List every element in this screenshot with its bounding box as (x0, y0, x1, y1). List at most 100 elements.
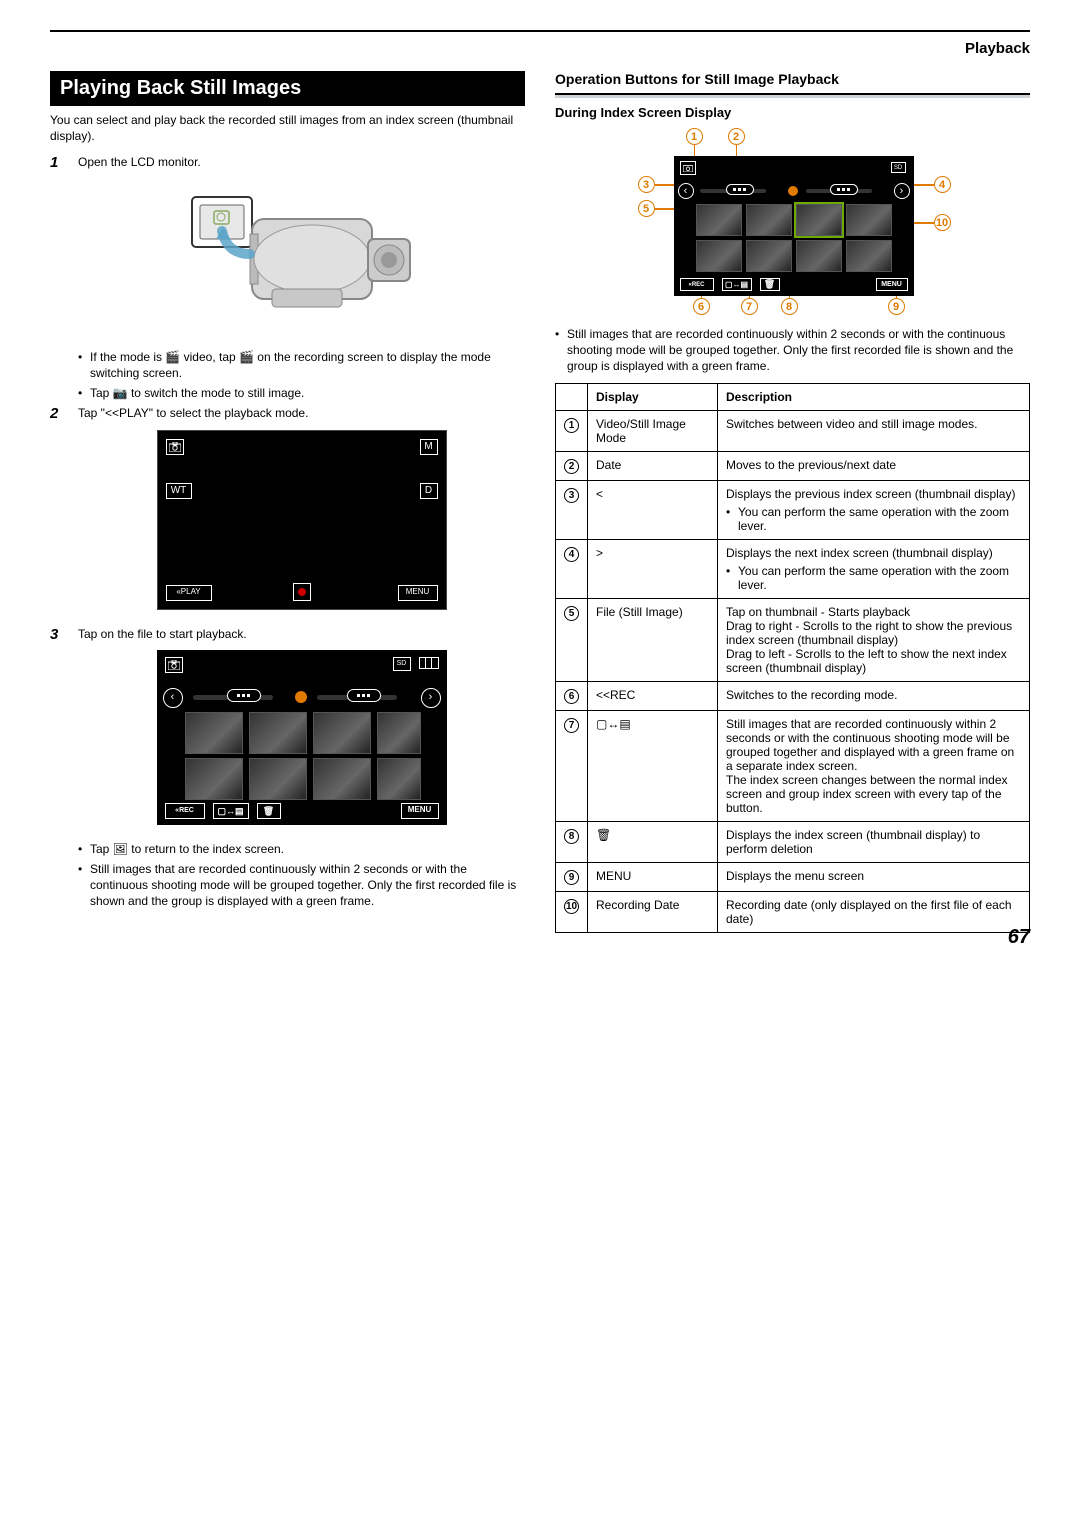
step-number: 3 (50, 626, 68, 833)
step-number: 2 (50, 405, 68, 617)
row-description: Displays the index screen (thumbnail dis… (718, 821, 1030, 862)
thumbnail (185, 712, 243, 754)
bullet: Tap 📷 to switch the mode to still image. (78, 385, 525, 401)
row-number: 1 (556, 410, 588, 451)
sub-bullet: You can perform the same operation with … (726, 564, 1021, 592)
prev-arrow-icon: ‹ (678, 183, 694, 199)
table-row: 6<<RECSwitches to the recording mode. (556, 681, 1030, 710)
table-row: 9MENUDisplays the menu screen (556, 862, 1030, 891)
thumbnail (796, 240, 842, 272)
table-row: 3<Displays the previous index screen (th… (556, 480, 1030, 539)
menu-button: MENU (398, 585, 438, 601)
thumbnail (313, 758, 371, 800)
row-description: Recording date (only displayed on the fi… (718, 891, 1030, 932)
next-arrow-icon: › (894, 183, 910, 199)
battery-icon (419, 657, 439, 669)
index-diagram: 1 2 3 5 4 10 6 7 8 9 (578, 128, 1008, 318)
page-number: 67 (1008, 926, 1030, 949)
callout-1: 1 (686, 128, 703, 145)
trash-icon: 🗑 (760, 278, 780, 291)
prev-arrow-icon: ‹ (163, 688, 183, 708)
row-number: 6 (556, 681, 588, 710)
step-number: 1 (50, 154, 68, 340)
index-screen-step3: SD ‹ › (157, 650, 447, 825)
sd-icon: SD (393, 657, 411, 671)
row-display: Recording Date (588, 891, 718, 932)
menu-button: MENU (401, 803, 439, 819)
group-toggle-icon: ▢↔▤ (722, 278, 752, 291)
sd-icon: SD (891, 162, 906, 173)
d-box: D (420, 483, 438, 499)
bullet: Still images that are recorded continuou… (78, 861, 525, 910)
thumbnail (846, 240, 892, 272)
row-display: MENU (588, 862, 718, 891)
row-display: Video/Still Image Mode (588, 410, 718, 451)
thumbnail (313, 712, 371, 754)
right-heading: Operation Buttons for Still Image Playba… (555, 71, 1030, 87)
scroll-indicator (347, 689, 381, 702)
thumbnail (249, 758, 307, 800)
right-subheading: During Index Screen Display (555, 105, 1030, 120)
thumbnail (696, 240, 742, 272)
m-box: M (420, 439, 438, 455)
step3-bullets: Tap 🖼 to return to the index screen. Sti… (78, 841, 525, 910)
row-display: File (Still Image) (588, 598, 718, 681)
th-display: Display (588, 383, 718, 410)
camera-icon (165, 657, 183, 673)
row-number: 5 (556, 598, 588, 681)
table-row: 5File (Still Image)Tap on thumbnail - St… (556, 598, 1030, 681)
thumbnail (185, 758, 243, 800)
thumbnail (746, 204, 792, 236)
row-number: 8 (556, 821, 588, 862)
page-title: Playing Back Still Images (50, 71, 525, 106)
table-row: 8🗑Displays the index screen (thumbnail d… (556, 821, 1030, 862)
callout-2: 2 (728, 128, 745, 145)
table-row: 4>Displays the next index screen (thumbn… (556, 539, 1030, 598)
bullet: Tap 🖼 to return to the index screen. (78, 841, 525, 857)
note-text: Still images that are recorded continuou… (555, 326, 1030, 375)
table-row: 7▢↔▤Still images that are recorded conti… (556, 710, 1030, 821)
right-column: Operation Buttons for Still Image Playba… (555, 71, 1030, 933)
step-1: 1 Open the LCD monitor. (50, 154, 525, 340)
trash-icon: 🗑 (257, 803, 281, 819)
table-row: 1Video/Still Image ModeSwitches between … (556, 410, 1030, 451)
sub-bullet: You can perform the same operation with … (726, 505, 1021, 533)
section-header: Playback (50, 40, 1030, 57)
rec-button: « REC (165, 803, 205, 819)
thumbnail (746, 240, 792, 272)
row-display: > (588, 539, 718, 598)
thumbnail (249, 712, 307, 754)
row-description: Displays the previous index screen (thum… (718, 480, 1030, 539)
th-description: Description (718, 383, 1030, 410)
divider (555, 93, 1030, 95)
next-arrow-icon: › (421, 688, 441, 708)
step-text: Open the LCD monitor. (78, 155, 201, 169)
row-description: Switches to the recording mode. (718, 681, 1030, 710)
step-text: Tap on the file to start playback. (78, 627, 247, 641)
intro-text: You can select and play back the recorde… (50, 112, 525, 144)
record-icon (293, 583, 311, 601)
camera-icon (680, 161, 696, 175)
table-row: 2DateMoves to the previous/next date (556, 451, 1030, 480)
row-description: Moves to the previous/next date (718, 451, 1030, 480)
callout-3: 3 (638, 176, 655, 193)
scroll-indicator (227, 689, 261, 702)
row-number: 9 (556, 862, 588, 891)
table-row: 10Recording DateRecording date (only dis… (556, 891, 1030, 932)
thumbnail (696, 204, 742, 236)
row-display: ▢↔▤ (588, 710, 718, 821)
thumbnail-selected (796, 204, 842, 236)
camera-icon (166, 439, 184, 455)
row-display: Date (588, 451, 718, 480)
row-number: 3 (556, 480, 588, 539)
bullet: If the mode is 🎬 video, tap 🎬 on the rec… (78, 349, 525, 381)
menu-button: MENU (876, 278, 908, 291)
row-description: Displays the menu screen (718, 862, 1030, 891)
diagram-screen: SD ‹ › «REC ▢↔▤ 🗑 MENU (674, 156, 914, 296)
callout-8: 8 (781, 298, 798, 315)
group-toggle-icon: ▢↔▤ (213, 803, 249, 819)
step1-bullets: If the mode is 🎬 video, tap 🎬 on the rec… (78, 349, 525, 402)
callout-4: 4 (934, 176, 951, 193)
row-description: Tap on thumbnail - Starts playbackDrag t… (718, 598, 1030, 681)
row-display: < (588, 480, 718, 539)
